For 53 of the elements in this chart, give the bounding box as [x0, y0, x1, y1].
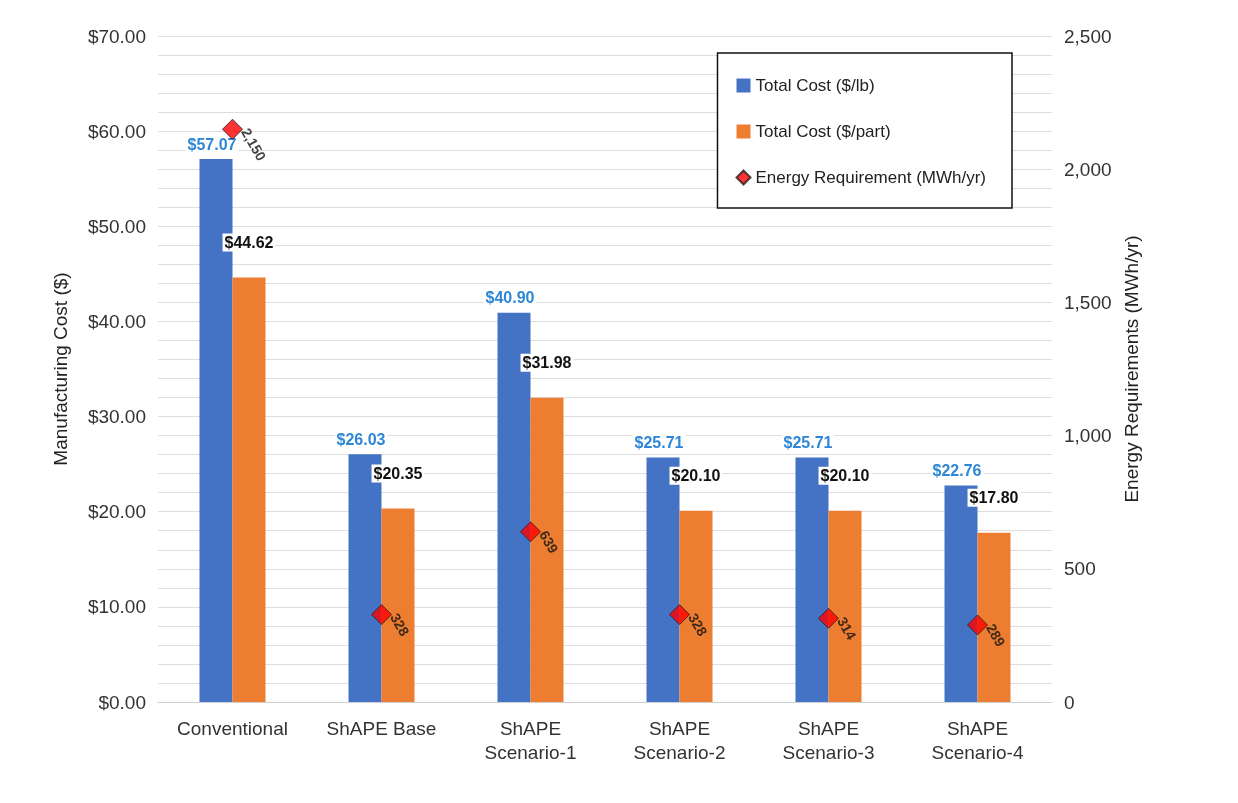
bar [530, 397, 564, 702]
bar [381, 508, 415, 702]
bar [977, 532, 1011, 702]
data-label: 328 [685, 610, 711, 640]
y2-tick-label: 1,500 [1064, 291, 1112, 313]
y-tick-label: $0.00 [98, 691, 146, 713]
data-label: $20.10 [820, 467, 870, 485]
bar [679, 510, 713, 702]
point [669, 604, 690, 626]
x-tick-label: Conventional [177, 717, 288, 739]
legend-label: Energy Requirement (MWh/yr) [755, 168, 987, 187]
y-tick-label: $20.00 [87, 501, 146, 523]
data-label: 328 [387, 610, 413, 640]
y-tick-label: $70.00 [87, 25, 146, 47]
y-tick-label: $10.00 [87, 596, 146, 618]
bar [232, 277, 266, 702]
y-tick-label: $40.00 [87, 310, 146, 332]
data-label: 639 [536, 527, 562, 557]
y-tick-label: $60.00 [87, 120, 146, 142]
y2-tick-label: 500 [1064, 558, 1096, 580]
data-label: $25.71 [634, 433, 684, 451]
legend-label: Total Cost ($/lb) [755, 76, 875, 95]
data-label: $40.90 [485, 289, 535, 307]
data-label: $44.62 [224, 233, 274, 251]
data-label: $57.07 [187, 135, 237, 153]
data-label: 289 [983, 621, 1009, 650]
y2-tick-label: 1,000 [1064, 425, 1112, 447]
data-label: $22.76 [932, 461, 982, 479]
data-label: $31.98 [522, 354, 572, 372]
point [967, 614, 988, 636]
y-tick-label: $30.00 [87, 406, 146, 428]
y-axis-title: Manufacturing Cost ($) [50, 272, 71, 466]
y-tick-label: $50.00 [87, 215, 146, 237]
bar [828, 510, 862, 702]
y2-tick-label: 0 [1064, 691, 1075, 713]
data-label: $25.71 [783, 433, 833, 451]
x-tick-label: ShAPE Scenario-4 [931, 717, 1024, 763]
point [818, 607, 839, 629]
x-tick-label: ShAPE Scenario-2 [633, 717, 726, 763]
x-tick-label: ShAPE Scenario-3 [782, 717, 875, 763]
y2-tick-label: 2,500 [1064, 25, 1112, 47]
point [520, 521, 541, 543]
legend-label: Total Cost ($/part) [755, 122, 891, 141]
x-tick-label: ShAPE Base [326, 717, 437, 739]
y2-axis-title: Energy Requirements (MWh/yr) [1121, 235, 1143, 503]
data-label: $20.35 [373, 464, 423, 482]
point [371, 604, 392, 626]
y2-tick-label: 2,000 [1064, 158, 1112, 180]
data-label: $26.03 [336, 430, 386, 448]
data-label: 314 [834, 614, 860, 643]
data-label: $20.10 [671, 467, 721, 485]
x-tick-label: ShAPE Scenario-1 [484, 717, 577, 763]
data-label: $17.80 [969, 489, 1019, 507]
